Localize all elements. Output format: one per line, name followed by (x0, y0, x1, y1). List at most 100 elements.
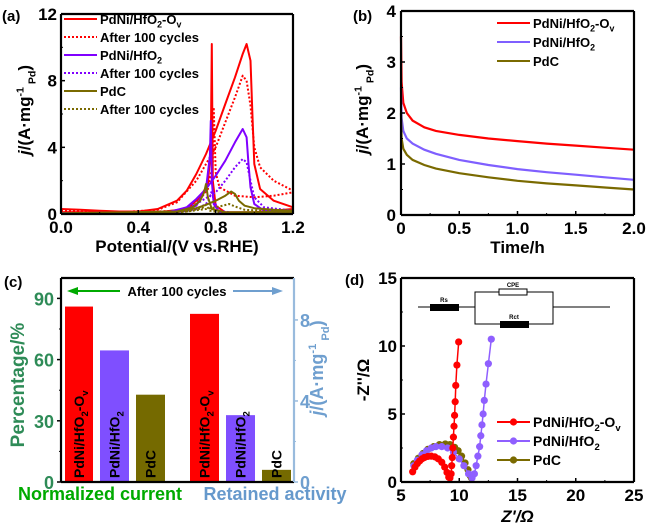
nyquist-point (472, 462, 480, 470)
nyquist-point (450, 422, 458, 430)
y-tick-label: 2 (387, 104, 396, 123)
nyquist-point (470, 470, 478, 478)
y-tick-label: 0 (48, 205, 57, 224)
bar-1-1 (226, 415, 255, 482)
nyquist-point (484, 360, 492, 368)
resistor-rs-icon (430, 304, 459, 311)
nyquist-point (476, 443, 484, 451)
bar-1-2 (262, 469, 291, 482)
y-right-tick-label: 0 (300, 473, 310, 493)
y-tick-label: 0 (387, 206, 396, 225)
legend-label: PdNi/HfO2​-Ov​ (533, 16, 614, 34)
panel-label-d: (d) (345, 272, 364, 289)
nyquist-point (449, 433, 458, 441)
ca-curve-2 (399, 112, 635, 191)
x-tick-label: 0.5 (447, 219, 471, 238)
y-tick-label: 3 (387, 53, 396, 72)
x-axis-title: Time/h (490, 238, 544, 257)
y-left-axis-title: Percentage/% (8, 323, 29, 448)
ca-curve-0 (399, 36, 635, 151)
x-axis-title: Z'/Ω (500, 507, 533, 526)
circuit-label-rct: Rct (509, 315, 519, 321)
legend-marker (509, 456, 518, 464)
nyquist-point (480, 396, 488, 404)
x-tick-label: 1.5 (564, 219, 588, 238)
bar-label: PdNi/HfO2​ (233, 411, 253, 478)
resistor-rct-icon (500, 321, 529, 328)
legend-label: PdNi/HfO2​-Ov​ (100, 12, 181, 30)
cv-curve-3 (60, 158, 294, 215)
nyquist-point (455, 455, 463, 463)
nyquist-point (449, 444, 457, 452)
panel-b-chronoamperometry-chart: 0 0.5 1.0 1.5 2.0 0 1 2 3 4 (b) Time/h j/(A·mg-1Pd) P… (353, 2, 646, 257)
nyquist-point (432, 443, 440, 451)
nyquist-point (448, 462, 456, 470)
nyquist-point (482, 380, 490, 388)
nyquist-point (450, 411, 459, 419)
nyquist-point (447, 470, 455, 478)
bar-1-0 (190, 313, 219, 482)
panel-a-cv-chart: 0.0 0.4 0.8 1.2 0 4 8 12 (a) Potential/(V vs.RHE)… (2, 5, 305, 256)
group-label-normalized-current: Normalized current (18, 484, 182, 504)
bar-0-0 (65, 306, 93, 482)
x-tick-label: 0.0 (49, 218, 73, 237)
y-axis-title: -Z''/Ω (354, 359, 373, 401)
y-left-tick-label: 60 (34, 351, 54, 371)
legend-label: PdNi/HfO2​ (533, 35, 595, 53)
legend-label: PdNi/HfO2​-Ov​ (533, 414, 621, 434)
panel-c-bar-chart: PdNi/HfO2​-Ov​ PdNi/HfO2​ PdC PdNi/HfO2​-Ov… (4, 274, 347, 504)
nyquist-point (444, 444, 452, 452)
y-left-tick-label: 30 (34, 412, 54, 432)
x-tick-label: 0.4 (127, 218, 151, 237)
nyquist-point (477, 432, 485, 440)
y-tick-label: 1 (387, 155, 396, 174)
cpe-element-icon (498, 288, 528, 296)
bar-label: PdNi/HfO2​-Ov​ (71, 390, 91, 478)
legend-label: PdNi/HfO2​ (533, 433, 600, 453)
nyquist-point (487, 335, 495, 343)
x-tick-label: 25 (625, 486, 644, 505)
panel-label-c: (c) (4, 274, 22, 291)
y-tick-label: 4 (387, 2, 397, 21)
y-tick-label: 5 (388, 405, 397, 424)
x-tick-label: 20 (566, 486, 585, 505)
nyquist-point (455, 338, 463, 346)
y-tick-label: 15 (378, 269, 397, 288)
nyquist-point (460, 462, 468, 470)
y-right-tick-label: 8 (300, 311, 310, 331)
circuit-label-cpe: CPE (507, 283, 519, 289)
legend-label: After 100 cycles (100, 30, 199, 45)
legend-label: PdC (533, 54, 560, 69)
nyquist-point (438, 443, 446, 451)
bar-label: PdC (269, 450, 285, 478)
nyquist-point (452, 381, 460, 390)
circuit-label-rs: Rs (440, 298, 448, 304)
nyquist-point (441, 463, 449, 471)
y-tick-label: 8 (48, 72, 57, 91)
y-right-tick-label: 4 (300, 392, 310, 412)
x-tick-label: 2.0 (622, 219, 646, 238)
arrow-right-head-icon (272, 287, 283, 295)
legend-marker (509, 418, 518, 426)
nyquist-point (451, 398, 459, 406)
panel-label-b: (b) (353, 8, 372, 25)
bar-0-2 (136, 394, 165, 482)
bar-label: PdNi/HfO2​-Ov​ (197, 390, 217, 478)
x-tick-label: 1.2 (281, 218, 305, 237)
y-axis-title: j/(A·mg-1Pd) (15, 65, 39, 157)
ca-curve-1 (399, 87, 635, 181)
x-tick-label: 5 (396, 486, 405, 505)
nyquist-point (479, 410, 487, 418)
y-tick-label: 0 (388, 473, 397, 492)
legend-label: PdC (533, 452, 561, 468)
y-tick-label: 10 (378, 337, 397, 356)
x-tick-label: 0 (396, 219, 405, 238)
bar-label: PdNi/HfO2​ (107, 411, 127, 478)
nyquist-point (474, 452, 482, 460)
nyquist-point (453, 361, 461, 369)
y-tick-label: 12 (38, 5, 57, 24)
cv-curve-1 (60, 74, 294, 214)
panel-d-nyquist-chart: 5 10 15 20 25051015(d)Z'/Ω-Z''/ΩRsCPERctPdNi… (345, 269, 643, 526)
arrow-left-head-icon (67, 287, 78, 295)
